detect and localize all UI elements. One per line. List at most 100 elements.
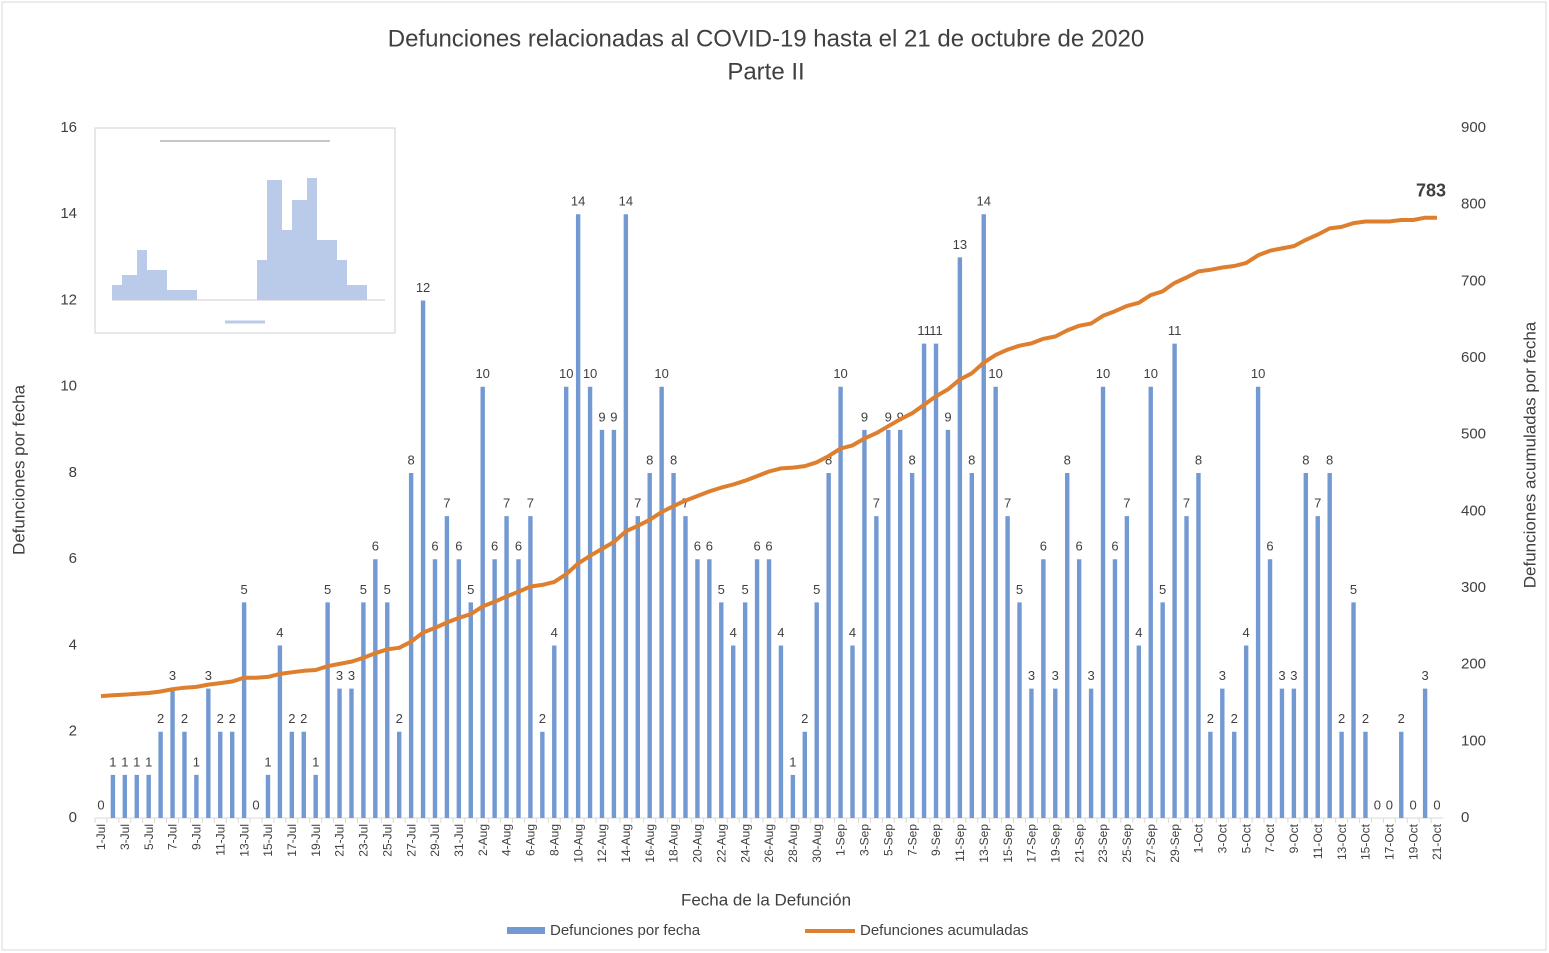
y2-tick-label: 800 — [1461, 196, 1486, 213]
bar — [599, 429, 605, 818]
data-label: 10 — [833, 366, 847, 381]
bar — [432, 559, 438, 818]
data-label: 1 — [121, 754, 128, 769]
bar — [1243, 645, 1249, 818]
data-label: 3 — [1087, 668, 1094, 683]
data-label: 3 — [1421, 668, 1428, 683]
data-label: 8 — [646, 452, 653, 467]
data-label: 3 — [1278, 668, 1285, 683]
bar — [993, 386, 998, 818]
data-label: 2 — [801, 711, 808, 726]
bar — [659, 386, 664, 818]
data-label: 5 — [384, 582, 391, 597]
bar — [778, 645, 784, 818]
bar — [862, 429, 867, 818]
bar — [1088, 688, 1094, 818]
x-tick-label: 1-Oct — [1192, 823, 1206, 853]
y-tick-label: 4 — [69, 636, 77, 653]
data-label: 5 — [324, 582, 331, 597]
bar — [134, 774, 139, 818]
bar — [146, 774, 151, 818]
x-tick-label: 4-Aug — [500, 824, 514, 856]
y2-tick-label: 100 — [1461, 732, 1486, 749]
x-tick-label: 12-Aug — [595, 824, 609, 863]
data-label: 6 — [694, 539, 701, 554]
bar — [1422, 688, 1428, 818]
bar — [754, 559, 760, 818]
bar — [1076, 559, 1082, 818]
bar — [516, 559, 521, 818]
data-label: 7 — [682, 496, 689, 511]
data-label: 9 — [885, 409, 892, 424]
data-label: 8 — [1195, 452, 1202, 467]
data-label: 5 — [240, 582, 247, 597]
data-label: 7 — [1183, 496, 1190, 511]
bar — [1184, 516, 1189, 818]
y-tick-label: 8 — [69, 464, 77, 481]
bar — [540, 731, 545, 818]
data-label: 1 — [193, 754, 200, 769]
bar — [838, 386, 843, 818]
x-tick-label: 3-Oct — [1215, 823, 1229, 853]
data-label: 7 — [443, 496, 450, 511]
bar — [289, 731, 295, 818]
bar — [909, 473, 915, 818]
data-label: 7 — [1314, 496, 1321, 511]
bar — [1315, 516, 1320, 818]
data-label: 0 — [97, 797, 104, 812]
x-tick-label: 11-Sep — [953, 824, 967, 862]
data-label: 5 — [718, 582, 725, 597]
x-tick-label: 17-Jul — [285, 824, 299, 857]
bar — [707, 559, 712, 818]
line — [100, 215, 1437, 699]
data-label: 1 — [145, 754, 152, 769]
x-tick-label: 2-Aug — [476, 824, 490, 856]
data-label: 2 — [1338, 711, 1345, 726]
data-label: 6 — [455, 539, 462, 554]
x-tick-label: 27-Sep — [1144, 824, 1158, 863]
bar — [1267, 559, 1273, 818]
bar — [408, 473, 414, 818]
bar — [742, 602, 748, 818]
bar — [1160, 602, 1165, 818]
data-label: 9 — [944, 409, 951, 424]
bar — [1005, 516, 1010, 818]
bar — [218, 731, 223, 818]
data-label: 2 — [300, 711, 307, 726]
y2-axis-label: Defunciones acumuladas por fecha — [1520, 321, 1539, 588]
x-tick-label: 11-Oct — [1311, 823, 1325, 859]
data-label: 5 — [467, 582, 474, 597]
data-label: 1 — [264, 754, 271, 769]
data-label: 7 — [1004, 496, 1011, 511]
data-label: 5 — [1016, 582, 1023, 597]
data-label: 0 — [1386, 797, 1393, 812]
bar — [850, 645, 855, 818]
x-tick-label: 14-Aug — [619, 824, 633, 863]
x-tick-label: 17-Oct — [1382, 823, 1396, 860]
bar — [480, 386, 485, 818]
data-label: 1 — [789, 754, 796, 769]
data-label: 1 — [109, 754, 116, 769]
x-tick-label: 7-Jul — [166, 824, 180, 850]
data-label: 3 — [348, 668, 355, 683]
x-tick-label: 7-Oct — [1263, 823, 1277, 853]
bar — [683, 516, 688, 818]
bar — [1279, 688, 1285, 818]
bar — [1303, 473, 1309, 818]
bar — [1196, 473, 1201, 818]
data-label: 10 — [654, 366, 668, 381]
bar — [874, 516, 879, 818]
bar — [945, 429, 951, 818]
data-label: 10 — [583, 366, 597, 381]
data-label: 5 — [813, 582, 820, 597]
data-label: 14 — [976, 194, 990, 209]
x-tick-label: 16-Aug — [643, 824, 657, 863]
bar — [1112, 559, 1118, 818]
x-tick-label: 29-Sep — [1168, 824, 1182, 863]
bar — [766, 559, 772, 818]
y-tick-label: 16 — [60, 119, 77, 136]
data-label: 10 — [559, 366, 573, 381]
bar — [552, 645, 557, 818]
x-tick-label: 8-Aug — [547, 824, 561, 856]
bar — [492, 559, 497, 818]
